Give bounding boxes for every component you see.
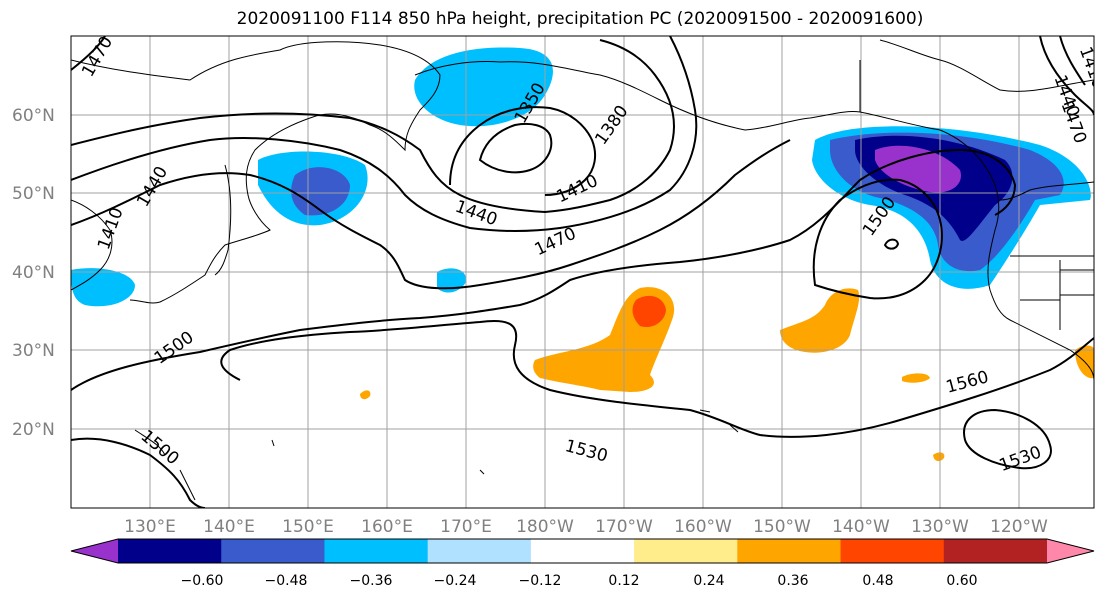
lon-label: 130°E [124,517,176,537]
shade-small-blue [437,268,467,293]
contour-1440-ne [1059,36,1086,86]
contour-1530-east [963,408,1052,470]
colorbar-segment [530,539,635,563]
lon-label: 150°E [282,517,334,537]
colorbar-tick-label: −0.24 [434,573,477,589]
colorbar-segment [943,539,1048,563]
shade-japan [71,268,135,307]
colorbar-tick-label: 0.24 [693,573,724,589]
lon-label: 180°W [516,517,574,537]
shade-orange-tiny [360,390,371,400]
colorbar-tick-label: 0.12 [608,573,639,589]
lon-label: 170°W [595,517,653,537]
lat-label: 40°N [12,263,55,283]
colorbar-extend-max [1047,539,1094,563]
colorbar-tick-label: 0.48 [862,573,893,589]
shade-orange-east [780,288,860,353]
map-title: 2020091100 F114 850 hPa height, precipit… [236,9,924,29]
lon-label: 120°W [990,517,1048,537]
contour-1440 [71,36,698,232]
contour-1410 [71,39,676,214]
colorbar-tick-label: 0.60 [946,573,977,589]
colorbar [70,538,1095,564]
shade-red-central [632,295,666,328]
lon-label: 140°E [203,517,255,537]
lon-label: 150°W [753,517,811,537]
shade-gulf-alaska-purple [875,145,961,193]
lon-label: 160°W [674,517,732,537]
colorbar-tick-label: −0.60 [181,573,224,589]
lat-label: 50°N [12,184,55,204]
colorbar-segment [427,539,532,563]
colorbar-extend-min [71,539,118,563]
colorbar-segment [221,539,325,563]
lon-labels: 130°E 140°E 150°E 160°E 170°E 180°W 170°… [124,517,1048,537]
lon-label: 160°E [361,517,413,537]
colorbar-ticks: −0.60 −0.48 −0.36 −0.24 −0.12 0.12 0.24 … [181,573,978,589]
shade-orange-tiny2 [933,452,945,462]
colorbar-segment [737,539,842,563]
contour-1500-sw [71,437,206,508]
colorbar-tick-label: 0.36 [777,573,808,589]
colorbar-tick-label: −0.12 [519,573,562,589]
colorbar-tick-label: −0.36 [350,573,393,589]
contour-1500-east [812,178,943,300]
contour-1380 [449,106,597,196]
height-contours [71,36,1094,508]
lon-label: 130°W [911,517,969,537]
contour-1530-main [220,320,1094,438]
contour-1500-closed [883,238,900,250]
colorbar-segment [324,539,429,563]
colorbar-segment [634,539,738,563]
colorbar-segment [840,539,945,563]
contour-1500-main [71,148,1017,391]
colorbar-outline [70,538,1095,564]
colorbar-segment [118,539,222,563]
shade-bering [414,47,553,127]
lat-label: 20°N [12,420,55,440]
colorbar-tick-label: −0.48 [265,573,308,589]
shade-orange-small [902,373,930,383]
map-frame [70,35,1095,509]
contour-1470-nw [71,36,106,71]
lon-label: 170°E [440,517,492,537]
lat-label: 60°N [12,106,55,126]
contour-1350 [478,122,553,174]
lat-label: 30°N [12,341,55,361]
contour-1410-ne [1039,36,1094,116]
contour-1470 [71,139,791,290]
shade-kamchatka-core [291,167,350,216]
lon-label: 140°W [832,517,890,537]
lat-labels: 60°N 50°N 40°N 30°N 20°N [12,106,55,440]
